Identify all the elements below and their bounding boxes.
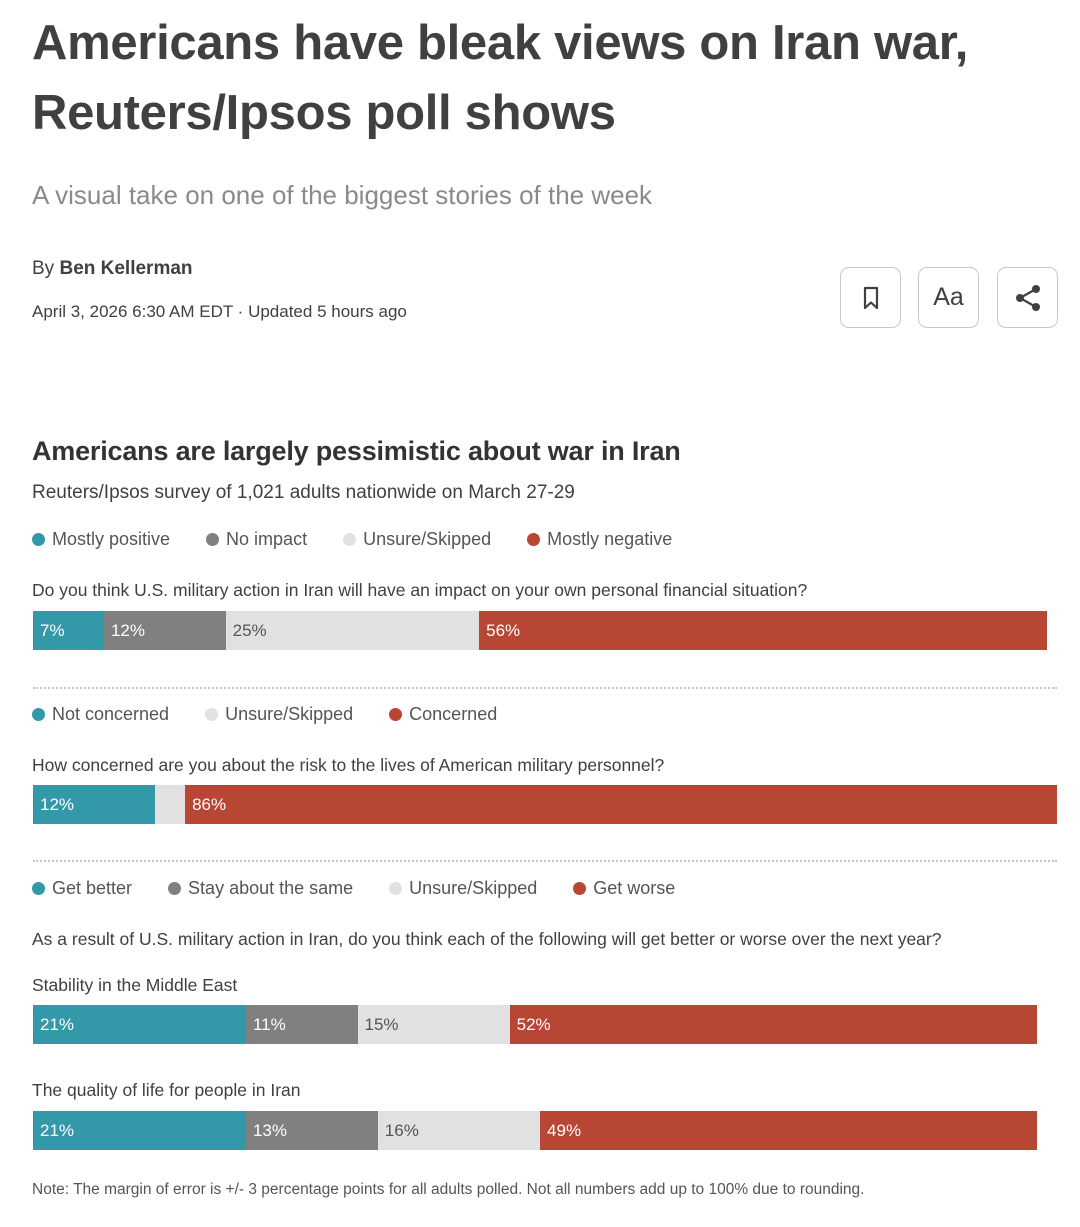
legend-item: Stay about the same: [168, 878, 353, 899]
bar-segment: 52%: [509, 1005, 1037, 1044]
legend-label: Mostly positive: [52, 528, 171, 549]
legend-swatch: [389, 881, 403, 895]
legend-item: Unsure/Skipped: [205, 704, 353, 725]
bar-segment: 21%: [33, 1111, 246, 1150]
dateline: April 3, 2026 6:30 AM EDT · Updated 5 ho…: [32, 302, 407, 321]
bar-middle-east: 21% 11% 15% 52%: [33, 1005, 1037, 1044]
bar-segment: 49%: [540, 1111, 1037, 1150]
legend-item: Concerned: [389, 704, 497, 725]
legend-label: Unsure/Skipped: [225, 703, 354, 724]
legend-label: Get worse: [593, 877, 676, 898]
chart-subtitle: Reuters/Ipsos survey of 1,021 adults nat…: [32, 482, 575, 503]
legend-label: No impact: [226, 528, 308, 549]
bar-value-label: 21%: [40, 1121, 75, 1140]
chart-note: Note: The margin of error is +/- 3 perce…: [32, 1181, 865, 1198]
bar-value-label: 52%: [516, 1015, 551, 1034]
legend-outlook: Get better Stay about the same Unsure/Sk…: [32, 876, 711, 900]
legend-label: Unsure/Skipped: [363, 528, 492, 549]
legend-item: Unsure/Skipped: [389, 878, 537, 899]
question-personnel: How concerned are you about the risk to …: [32, 755, 665, 775]
bar-segment: 86%: [185, 785, 1057, 824]
bar-segment: 16%: [377, 1111, 541, 1150]
question-outlook: As a result of U.S. military action in I…: [32, 929, 942, 949]
bar-personnel: 12% 86%: [33, 785, 1057, 824]
legend-personnel: Not concerned Unsure/Skipped Concerned: [32, 702, 533, 726]
bar-segment: 56%: [479, 611, 1047, 650]
author-link[interactable]: Ben Kellerman: [59, 258, 193, 279]
bar-value-label: 7%: [40, 621, 65, 640]
row-label-middle-east: Stability in the Middle East: [32, 975, 238, 995]
legend-swatch: [168, 881, 182, 895]
legend-label: Unsure/Skipped: [409, 877, 538, 898]
legend-swatch: [32, 532, 45, 546]
legend-swatch: [527, 532, 541, 546]
bar-segment: 11%: [245, 1005, 358, 1044]
legend-label: Mostly negative: [547, 528, 673, 549]
bar-value-label: 15%: [364, 1015, 399, 1034]
share-button[interactable]: [997, 267, 1058, 328]
legend-label: Stay about the same: [188, 877, 354, 898]
bar-value-label: 21%: [40, 1015, 75, 1034]
legend-item: Get worse: [573, 878, 675, 899]
legend-swatch: [343, 532, 357, 546]
legend-item: No impact: [206, 529, 307, 550]
legend-item: Not concerned: [32, 704, 169, 725]
byline-prefix: By: [32, 258, 55, 279]
bar-segment: 25%: [225, 611, 480, 650]
byline: By Ben Kellerman: [32, 258, 193, 280]
legend-financial: Mostly positive No impact Unsure/Skipped…: [32, 527, 708, 551]
bar-segment: 7%: [33, 611, 104, 650]
article-headline: Americans have bleak views on Iran war, …: [32, 16, 969, 140]
legend-label: Get better: [52, 877, 133, 898]
bar-value-label: 16%: [384, 1121, 419, 1140]
bar-segment: 13%: [245, 1111, 378, 1150]
legend-label: Concerned: [409, 703, 498, 724]
bookmark-button[interactable]: [840, 267, 901, 328]
row-label-iran-quality: The quality of life for people in Iran: [32, 1080, 301, 1100]
bar-value-label: 12%: [40, 795, 75, 814]
bar-value-label: 13%: [252, 1121, 287, 1140]
section-divider: [33, 687, 1057, 689]
legend-item: Mostly negative: [527, 529, 672, 550]
legend-swatch: [573, 881, 587, 895]
text-size-label: Aa: [933, 283, 964, 311]
legend-label: Not concerned: [52, 703, 170, 724]
legend-swatch: [206, 532, 220, 546]
bar-value-label: 11%: [252, 1015, 286, 1034]
bar-segment: 12%: [103, 611, 226, 650]
legend-swatch: [205, 707, 219, 721]
bookmark-icon: [863, 286, 878, 309]
bar-value-label: 12%: [110, 621, 145, 640]
legend-swatch: [32, 707, 45, 721]
legend-swatch: [389, 707, 403, 721]
legend-item: Unsure/Skipped: [343, 529, 491, 550]
article-dek: A visual take on one of the biggest stor…: [32, 180, 653, 210]
bar-iran-quality: 21% 13% 16% 49%: [33, 1111, 1037, 1150]
bar-segment: 12%: [33, 785, 155, 824]
legend-swatch: [32, 881, 45, 895]
legend-item: Mostly positive: [32, 529, 170, 550]
bar-segment: [154, 785, 186, 824]
bar-value-label: 86%: [192, 795, 227, 814]
bar-segment: 15%: [357, 1005, 510, 1044]
share-icon: [1015, 284, 1040, 311]
bar-value-label: 56%: [486, 621, 521, 640]
legend-item: Get better: [32, 878, 132, 899]
bar-value-label: 49%: [547, 1121, 582, 1140]
text-size-button[interactable]: Aa: [918, 267, 979, 328]
section-divider: [33, 860, 1057, 862]
bar-financial: 7% 12% 25% 56%: [33, 611, 1047, 650]
bar-segment: 21%: [33, 1005, 246, 1044]
chart-title: Americans are largely pessimistic about …: [32, 436, 681, 466]
bar-value-label: 25%: [232, 621, 267, 640]
question-financial: Do you think U.S. military action in Ira…: [32, 580, 808, 600]
